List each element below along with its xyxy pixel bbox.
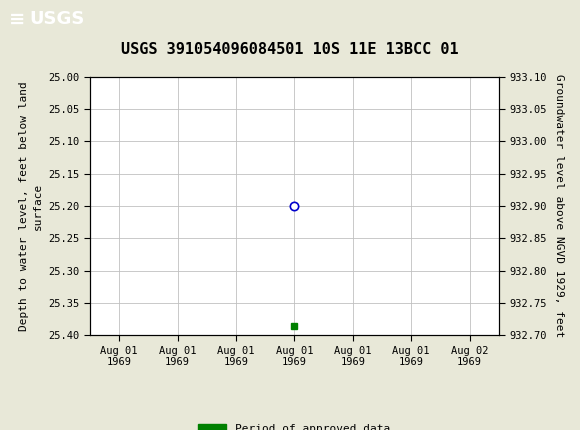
Text: ≡: ≡ xyxy=(9,9,25,28)
Text: USGS 391054096084501 10S 11E 13BCC 01: USGS 391054096084501 10S 11E 13BCC 01 xyxy=(121,42,459,57)
Y-axis label: Depth to water level, feet below land
surface: Depth to water level, feet below land su… xyxy=(20,81,43,331)
Y-axis label: Groundwater level above NGVD 1929, feet: Groundwater level above NGVD 1929, feet xyxy=(554,74,564,338)
Legend: Period of approved data: Period of approved data xyxy=(194,420,395,430)
Text: USGS: USGS xyxy=(29,10,84,28)
